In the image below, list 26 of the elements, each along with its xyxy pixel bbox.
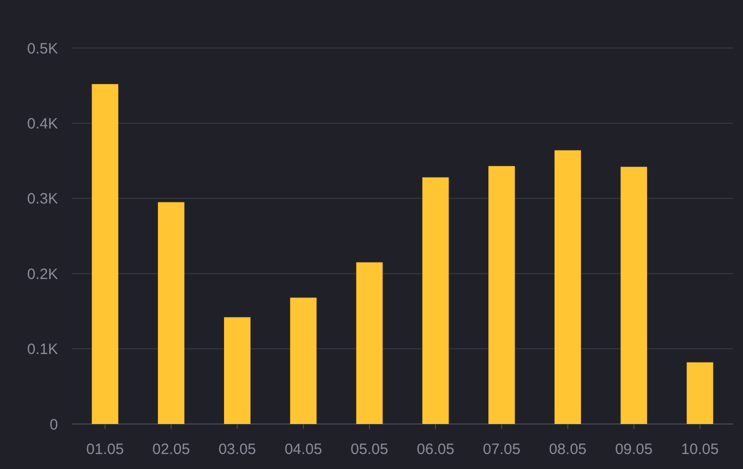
y-tick-label: 0.4K	[27, 115, 58, 132]
y-tick-label: 0.5K	[27, 40, 58, 58]
x-tick-label: 04.05	[284, 441, 322, 458]
bar	[290, 298, 317, 424]
x-tick-label: 08.05	[548, 441, 587, 458]
x-tick-label: 07.05	[482, 441, 520, 458]
y-tick-label: 0.3K	[27, 190, 58, 208]
bar	[224, 317, 250, 424]
bar	[158, 202, 184, 424]
bar	[554, 150, 581, 424]
y-tick-label: 0	[50, 416, 58, 434]
bar	[92, 84, 118, 424]
x-tick-label: 10.05	[681, 441, 719, 458]
x-tick-label: 02.05	[152, 441, 190, 458]
y-tick-label: 0.2K	[27, 266, 58, 283]
bar	[488, 166, 515, 424]
y-tick-label: 0.1K	[27, 341, 58, 358]
x-tick-label: 03.05	[218, 441, 256, 458]
bar	[686, 362, 714, 424]
x-tick-label: 06.05	[416, 441, 454, 458]
bar	[422, 177, 449, 424]
bar	[356, 262, 383, 424]
x-tick-label: 09.05	[615, 441, 653, 458]
x-tick-label: 05.05	[350, 441, 388, 458]
bar	[620, 166, 648, 424]
x-tick-label: 01.05	[86, 441, 124, 458]
